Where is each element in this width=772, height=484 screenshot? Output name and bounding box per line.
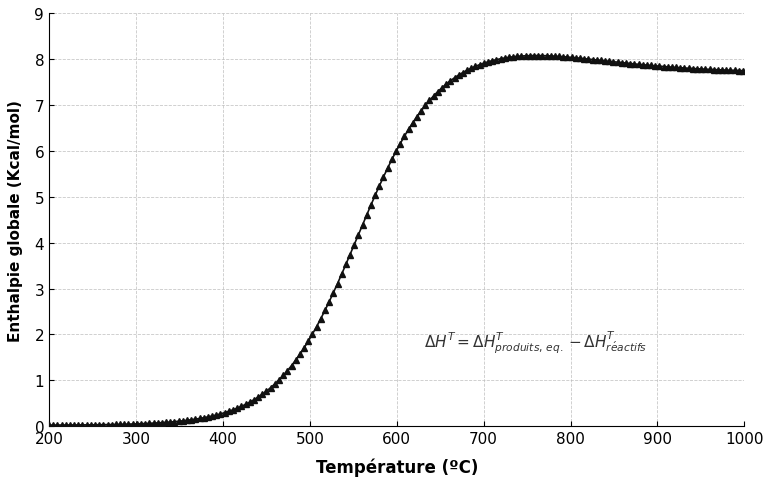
Text: $\Delta H^T = \Delta H^T_{produits,\,eq.} - \Delta H^T_{r\acute{e}actifs}$: $\Delta H^T = \Delta H^T_{produits,\,eq.… xyxy=(424,328,648,355)
X-axis label: Température (ºC): Température (ºC) xyxy=(316,457,478,476)
Y-axis label: Enthalpie globale (Kcal/mol): Enthalpie globale (Kcal/mol) xyxy=(8,100,23,341)
